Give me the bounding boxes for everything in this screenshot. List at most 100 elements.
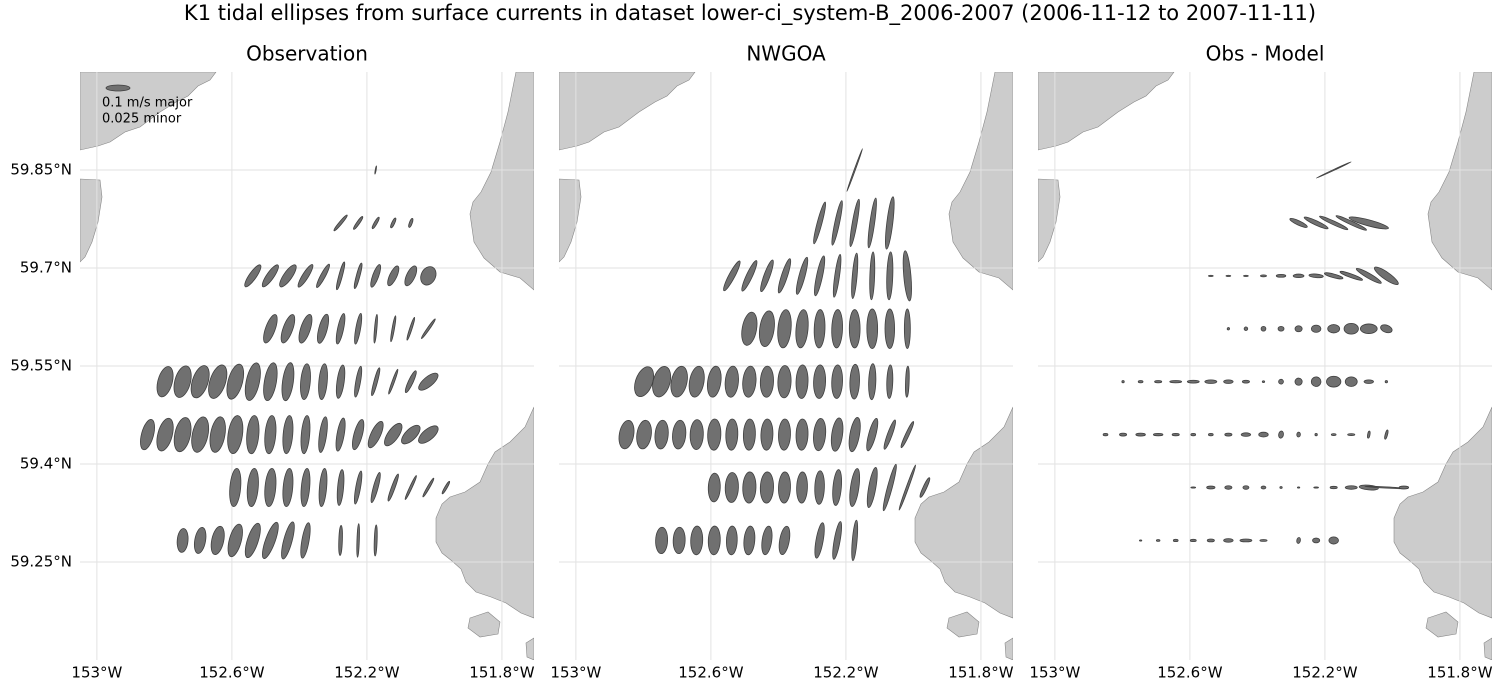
tidal-ellipse <box>1102 432 1109 437</box>
tidal-ellipse <box>1344 485 1358 490</box>
y-tick-label: 59.25°N <box>10 553 72 571</box>
tidal-ellipse <box>1303 216 1329 230</box>
tidal-ellipse <box>418 372 439 391</box>
tidal-ellipse <box>367 420 384 449</box>
tidal-ellipse <box>1190 486 1197 489</box>
tidal-ellipse <box>335 417 346 452</box>
tidal-ellipse <box>264 415 277 455</box>
tidal-ellipse <box>814 522 825 559</box>
tidal-ellipse <box>1308 273 1324 279</box>
tidal-ellipse <box>1137 380 1144 384</box>
tidal-ellipse <box>707 472 721 503</box>
tidal-ellipse <box>229 467 242 508</box>
tidal-ellipse <box>1289 218 1308 228</box>
tidal-ellipse <box>387 265 400 287</box>
tidal-ellipse <box>670 365 688 398</box>
key-label: 0.025 minor <box>102 112 182 127</box>
tidal-ellipse <box>1315 161 1352 179</box>
tidal-ellipse <box>244 522 261 559</box>
tidal-ellipse <box>652 366 672 398</box>
tidal-ellipse <box>1294 377 1303 386</box>
tidal-ellipse <box>406 316 416 341</box>
tidal-ellipse <box>882 463 897 512</box>
tidal-ellipse <box>244 362 261 401</box>
x-tick-label: 153°W <box>71 664 122 682</box>
tidal-ellipse <box>1314 433 1318 437</box>
tidal-ellipse <box>298 314 313 344</box>
tidal-ellipse <box>227 415 244 455</box>
tidal-ellipse <box>831 200 843 246</box>
tidal-ellipse <box>370 264 382 288</box>
tidal-ellipse <box>867 197 877 249</box>
figure-title: K1 tidal ellipses from surface currents … <box>184 1 1316 26</box>
tidal-ellipse <box>1359 323 1378 334</box>
tidal-ellipse <box>759 365 774 398</box>
tidal-ellipse <box>353 216 364 230</box>
tidal-ellipse <box>903 308 911 349</box>
tidal-ellipse <box>689 419 704 450</box>
tidal-ellipse <box>848 309 861 349</box>
tidal-ellipse <box>688 365 705 398</box>
tidal-ellipse <box>832 521 842 560</box>
tidal-ellipse <box>905 365 910 398</box>
tidal-ellipse <box>1355 267 1382 284</box>
tidal-ellipse <box>318 416 328 453</box>
tidal-ellipse <box>356 523 360 558</box>
tidal-ellipse <box>1335 215 1367 231</box>
tidal-ellipse <box>173 417 192 453</box>
x-tick-label: 152.2°W <box>334 664 399 682</box>
tidal-ellipse <box>634 366 654 398</box>
tidal-ellipse <box>1258 431 1269 438</box>
tidal-ellipse <box>300 522 311 559</box>
tidal-ellipse <box>830 417 844 452</box>
tidal-ellipse <box>1326 375 1342 388</box>
tidal-ellipse <box>264 467 277 508</box>
tidal-ellipse <box>846 148 863 192</box>
tidal-ellipse <box>1259 539 1268 542</box>
tidal-ellipse <box>338 525 343 556</box>
tidal-ellipse <box>373 314 378 344</box>
panel-title: Observation <box>246 42 368 66</box>
x-tick-label: 151.8°W <box>469 664 534 682</box>
tidal-ellipse <box>813 364 827 399</box>
tidal-ellipse <box>795 418 809 451</box>
tidal-ellipse <box>246 415 260 455</box>
tidal-ellipse <box>832 254 842 298</box>
tidal-ellipse <box>1367 430 1371 439</box>
tidal-ellipse <box>690 525 704 556</box>
tidal-ellipse <box>777 365 792 399</box>
tidal-ellipse <box>1224 432 1233 437</box>
tidal-ellipse <box>1242 485 1250 490</box>
tidal-ellipse <box>1239 538 1253 543</box>
tidal-ellipse <box>191 416 210 453</box>
x-tick-label: 151.8°W <box>948 664 1013 682</box>
tidal-ellipse <box>1384 429 1389 440</box>
map-area <box>1038 72 1492 660</box>
tidal-ellipse <box>778 471 791 504</box>
tidal-ellipse <box>208 364 228 399</box>
tidal-ellipse <box>193 527 207 554</box>
tidal-ellipse <box>725 418 739 451</box>
tidal-ellipse <box>388 368 399 395</box>
tidal-ellipse <box>813 309 826 349</box>
tidal-ellipse <box>1261 380 1266 384</box>
tidal-ellipse <box>866 308 879 349</box>
tidal-ellipse <box>672 419 687 450</box>
tidal-ellipse <box>373 524 378 557</box>
x-tick-label: 152.6°W <box>1157 664 1222 682</box>
tidal-ellipse <box>655 526 669 555</box>
tidal-ellipse <box>300 467 311 508</box>
tidal-ellipse <box>1344 376 1358 387</box>
tidal-ellipse <box>227 523 243 558</box>
tidal-ellipse <box>1204 379 1218 384</box>
tidal-ellipse <box>1330 433 1337 436</box>
tidal-ellipse <box>1278 378 1284 385</box>
tidal-ellipse <box>741 260 758 292</box>
tidal-ellipse <box>279 264 297 288</box>
tidal-ellipse <box>297 264 314 288</box>
tidal-ellipse <box>335 364 346 399</box>
tidal-ellipse <box>1260 325 1267 332</box>
tidal-ellipse <box>777 258 792 294</box>
tidal-ellipse <box>1135 432 1146 437</box>
